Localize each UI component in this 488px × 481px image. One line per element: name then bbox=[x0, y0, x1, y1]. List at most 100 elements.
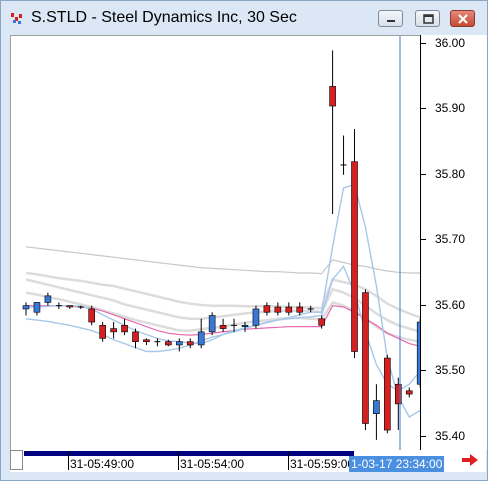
candle-body bbox=[263, 305, 271, 313]
candle[interactable] bbox=[22, 302, 30, 316]
candle[interactable] bbox=[274, 302, 282, 316]
close-icon bbox=[458, 14, 468, 24]
x-tick bbox=[288, 451, 289, 470]
y-tick bbox=[421, 304, 426, 306]
candle-body bbox=[208, 315, 216, 333]
candle-body bbox=[197, 331, 205, 346]
candle-body bbox=[318, 318, 325, 326]
x-tick bbox=[178, 451, 179, 470]
y-tick-label: 35.60 bbox=[435, 297, 466, 312]
candle[interactable] bbox=[362, 289, 369, 431]
candle[interactable] bbox=[263, 302, 271, 316]
y-tick-label: 35.40 bbox=[435, 428, 466, 443]
candle[interactable] bbox=[252, 305, 260, 329]
candle-body bbox=[274, 306, 282, 313]
y-tick bbox=[421, 435, 426, 437]
candle-body bbox=[373, 400, 380, 414]
candle[interactable] bbox=[373, 384, 380, 440]
x-tick-label: 31-05:54:00 bbox=[180, 457, 245, 471]
candle-body bbox=[351, 161, 358, 352]
candle-body bbox=[22, 305, 30, 310]
window-title: S.STLD - Steel Dynamics Inc, 30 Sec bbox=[31, 9, 297, 26]
candle[interactable] bbox=[384, 354, 391, 434]
candle[interactable] bbox=[197, 318, 205, 349]
candle[interactable] bbox=[340, 135, 347, 175]
candle[interactable] bbox=[329, 50, 336, 215]
candle[interactable] bbox=[143, 338, 150, 345]
y-tick-label: 36.00 bbox=[435, 35, 466, 50]
moving-average-line bbox=[25, 246, 421, 275]
scroll-handle[interactable] bbox=[10, 450, 23, 470]
right-arrow-icon[interactable] bbox=[461, 453, 479, 467]
y-tick bbox=[421, 370, 426, 372]
chart-plot-area[interactable] bbox=[10, 35, 424, 451]
minimize-icon bbox=[387, 20, 395, 22]
maximize-icon bbox=[423, 14, 434, 24]
chart-app-icon bbox=[11, 13, 22, 24]
price-chart[interactable] bbox=[11, 36, 424, 451]
candle-body bbox=[44, 295, 52, 303]
candle-body bbox=[165, 341, 172, 346]
title-bar[interactable]: S.STLD - Steel Dynamics Inc, 30 Sec bbox=[1, 1, 487, 35]
candle[interactable] bbox=[296, 302, 304, 316]
candle[interactable] bbox=[219, 318, 227, 332]
candle-body bbox=[252, 308, 260, 326]
candle-body bbox=[329, 86, 336, 107]
candle-body bbox=[176, 341, 183, 346]
candle[interactable] bbox=[241, 322, 249, 332]
x-tick-label: 31-05:59:00 bbox=[290, 457, 355, 471]
candle-body bbox=[121, 325, 128, 333]
candle-body bbox=[241, 325, 249, 327]
y-tick-label: 35.50 bbox=[435, 363, 466, 378]
candle-body bbox=[219, 325, 227, 329]
candle[interactable] bbox=[33, 302, 41, 316]
candle[interactable] bbox=[66, 305, 74, 309]
y-tick-label: 35.80 bbox=[435, 166, 466, 181]
candle-body bbox=[33, 302, 41, 313]
time-axis[interactable]: 31-05:49:00 31-05:54:00 31-05:59:00 1-03… bbox=[10, 450, 486, 472]
moving-average-line bbox=[26, 183, 421, 418]
moving-average-line bbox=[25, 271, 421, 319]
y-tick-label: 35.90 bbox=[435, 101, 466, 116]
candle-body bbox=[88, 308, 95, 323]
candle-body bbox=[384, 357, 391, 431]
candle-body bbox=[296, 306, 304, 313]
price-axis[interactable]: 36.00 35.90 35.80 35.70 35.60 35.50 35.40 bbox=[420, 35, 487, 450]
candle[interactable] bbox=[405, 387, 413, 398]
candle[interactable] bbox=[165, 339, 172, 347]
y-tick-label: 35.70 bbox=[435, 232, 466, 247]
candle[interactable] bbox=[88, 305, 95, 326]
candle[interactable] bbox=[55, 302, 62, 309]
candle[interactable] bbox=[99, 322, 106, 342]
candle[interactable] bbox=[394, 377, 402, 431]
scroll-track[interactable] bbox=[24, 451, 354, 456]
candle[interactable] bbox=[121, 318, 128, 336]
candle[interactable] bbox=[351, 128, 358, 359]
y-tick bbox=[421, 42, 426, 44]
candle[interactable] bbox=[176, 338, 183, 352]
cursor-date-label: 1-03-17 23:34:00 bbox=[349, 456, 445, 472]
candle-body bbox=[132, 331, 139, 342]
candle[interactable] bbox=[110, 322, 117, 339]
candle-body bbox=[394, 383, 402, 405]
close-button[interactable] bbox=[450, 10, 475, 27]
candle[interactable] bbox=[231, 318, 238, 332]
candle[interactable] bbox=[132, 328, 139, 349]
candle-body bbox=[186, 341, 194, 346]
candlesticks bbox=[22, 50, 424, 440]
candle[interactable] bbox=[318, 315, 325, 329]
candle[interactable] bbox=[307, 305, 314, 313]
candle[interactable] bbox=[208, 312, 216, 336]
candle[interactable] bbox=[285, 302, 293, 316]
candle[interactable] bbox=[186, 338, 194, 349]
y-tick bbox=[421, 239, 426, 241]
minimize-button[interactable] bbox=[378, 10, 403, 27]
x-tick-label: 31-05:49:00 bbox=[70, 457, 135, 471]
candle-body bbox=[99, 325, 106, 339]
candle[interactable] bbox=[154, 338, 161, 347]
candle[interactable] bbox=[77, 305, 84, 309]
candle-body bbox=[362, 292, 369, 424]
maximize-button[interactable] bbox=[415, 10, 440, 27]
y-tick bbox=[421, 108, 426, 110]
candle[interactable] bbox=[44, 292, 52, 306]
